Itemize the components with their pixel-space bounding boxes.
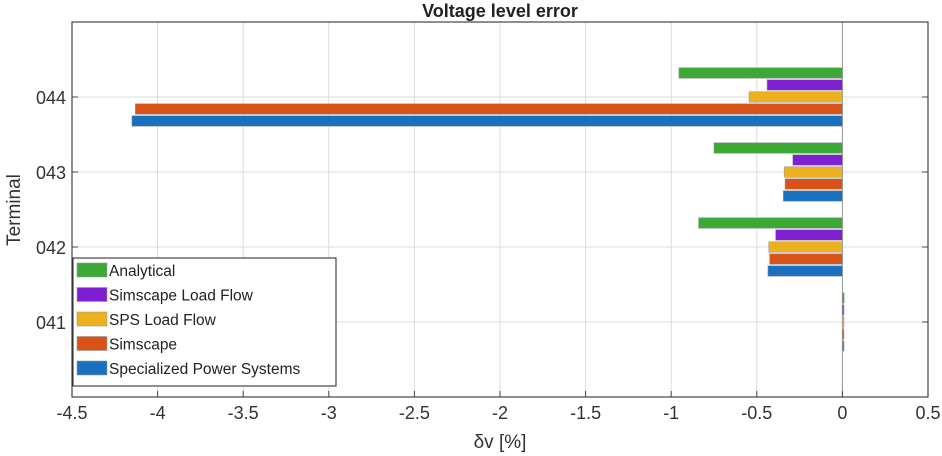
legend-swatch	[76, 336, 108, 351]
x-tick-label: -2.5	[399, 403, 430, 423]
bar-analytical-043	[713, 142, 843, 154]
x-tick-label: -4	[150, 403, 166, 423]
bar-specialized-power-systems-042	[767, 265, 843, 277]
x-tick-label: -3.5	[228, 403, 259, 423]
legend-label: Simscape Load Flow	[109, 288, 254, 305]
x-tick-label: -1.5	[570, 403, 601, 423]
y-tick-label: 044	[36, 88, 66, 108]
legend-swatch	[76, 311, 108, 327]
y-tick-label: 041	[36, 313, 66, 333]
bar-simscape-load-flow-044	[766, 79, 843, 91]
x-tick-label: -4.5	[56, 403, 87, 423]
legend-swatch	[76, 287, 108, 302]
legend-label: SPS Load Flow	[109, 312, 217, 329]
y-tick-label: 042	[36, 238, 66, 258]
legend-label: Specialized Power Systems	[109, 361, 300, 378]
bar-sps-load-flow-043	[783, 166, 843, 178]
ticks: -4.5 -4 -3.5 -3 -2.5 -2 -1.5 -1 -0.5 0 0.5 041 042 04…	[36, 88, 941, 423]
bar-simscape-load-flow-042	[775, 229, 843, 241]
bar-simscape-load-flow-041	[842, 304, 845, 316]
legend: Analytical Simscape Load Flow SPS Load Flo…	[72, 257, 337, 387]
x-tick-label: -0.5	[741, 403, 772, 423]
bar-analytical-041	[842, 292, 845, 304]
x-tick-label: -1	[663, 403, 679, 423]
legend-box	[72, 257, 337, 387]
legend-label: Simscape	[109, 337, 177, 354]
legend-label: Analytical	[109, 263, 175, 280]
bar-simscape-load-flow-043	[792, 154, 843, 166]
chart-title: Voltage level error	[422, 1, 578, 21]
bar-sps-load-flow-044	[748, 91, 843, 103]
bar-specialized-power-systems-041	[842, 340, 845, 352]
x-axis-label: δv [%]	[474, 432, 527, 453]
bar-specialized-power-systems-044	[131, 115, 843, 127]
legend-swatch	[76, 262, 108, 278]
x-tick-label: 0	[837, 403, 847, 423]
bar-analytical-042	[698, 217, 843, 229]
bar-sps-load-flow-042	[768, 241, 843, 253]
x-tick-label: 0.5	[915, 403, 940, 423]
bar-specialized-power-systems-043	[783, 190, 843, 202]
bar-analytical-044	[678, 67, 843, 79]
bar-sps-load-flow-041	[842, 316, 845, 328]
x-tick-label: -3	[321, 403, 337, 423]
bar-simscape-043	[784, 178, 843, 190]
bars	[131, 67, 845, 352]
bar-simscape-041	[842, 328, 845, 340]
y-tick-label: 043	[36, 163, 66, 183]
y-axis-label: Terminal	[4, 174, 25, 246]
bar-simscape-042	[769, 253, 843, 265]
x-tick-label: -2	[492, 403, 508, 423]
bar-simscape-044	[135, 103, 843, 115]
legend-swatch	[76, 360, 108, 376]
